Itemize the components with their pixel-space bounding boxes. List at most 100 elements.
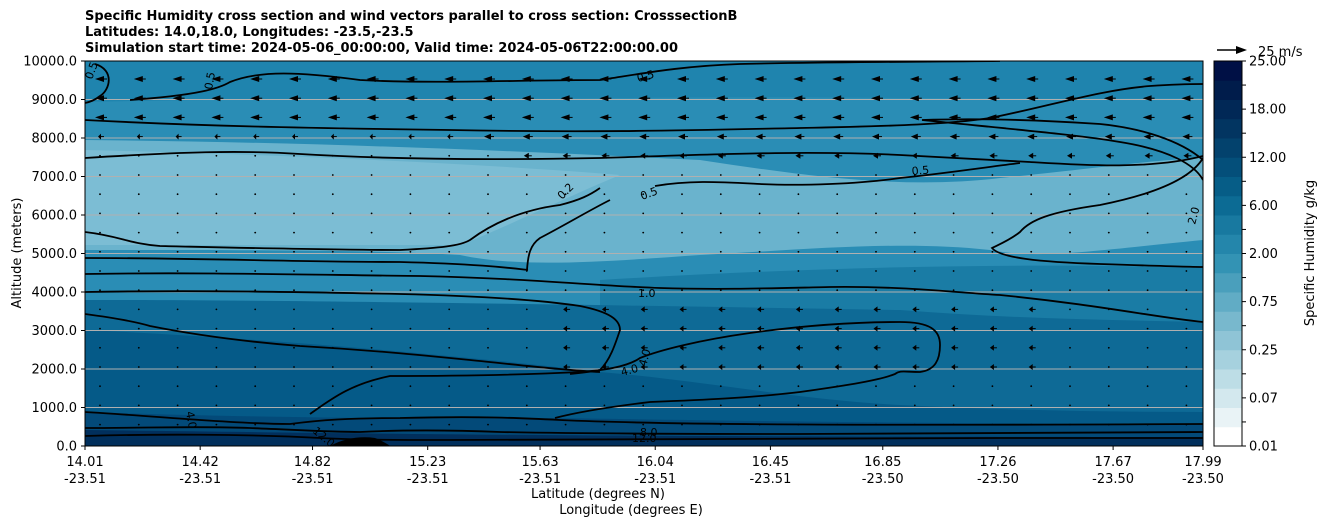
wind-arrow-dot — [836, 289, 839, 292]
wind-arrow — [522, 133, 530, 140]
chart-title: Specific Humidity cross section and wind… — [85, 9, 737, 57]
wind-arrow-dot — [215, 212, 218, 215]
contour-line-0-2 — [85, 187, 601, 251]
wind-arrow-dot — [525, 366, 528, 368]
wind-arrow-dot — [797, 423, 800, 426]
wind-arrow-dot — [1107, 289, 1110, 292]
wind-arrow-dot — [681, 193, 683, 196]
wind-arrow — [754, 114, 764, 121]
wind-arrow — [601, 344, 606, 351]
wind-arrow-dot — [642, 289, 645, 292]
wind-arrow-dot — [331, 423, 334, 426]
wind-arrow-dot — [525, 423, 528, 426]
contour-line-0-5-hook — [526, 199, 611, 271]
wind-arrow — [989, 344, 994, 351]
x-tick-label-lat: 14.01 — [66, 455, 103, 470]
colorbar-swatch — [1214, 388, 1242, 408]
wind-arrow — [871, 95, 880, 102]
wind-arrow — [909, 95, 919, 102]
contour-lines — [85, 61, 1203, 441]
wind-arrow-dot — [758, 270, 761, 272]
colorbar-swatch — [1214, 215, 1242, 235]
wind-arrow-dot — [1069, 366, 1071, 368]
wind-arrow-dot — [487, 212, 489, 215]
wind-arrow-dot — [564, 212, 567, 215]
wind-arrow-dot — [331, 327, 334, 330]
wind-arrow-dot — [525, 174, 528, 176]
wind-arrow-dot — [137, 346, 140, 349]
wind-arrow-dot — [642, 404, 645, 407]
wind-arrow — [795, 306, 800, 313]
x-tick-label-lon: -23.51 — [292, 472, 334, 487]
wind-arrow — [211, 114, 221, 121]
wind-arrow — [405, 76, 415, 82]
wind-arrow-dot — [1146, 270, 1149, 272]
wind-arrow — [483, 95, 492, 102]
wind-arrow-dot — [564, 193, 567, 196]
contour-label: 4.0 — [619, 362, 639, 379]
wind-arrow-dot — [525, 270, 528, 272]
x-tick-label-lon: -23.50 — [977, 472, 1019, 487]
contour-label: 0.5 — [639, 185, 660, 203]
wind-arrow — [521, 114, 531, 121]
wind-arrow-dot — [487, 193, 489, 196]
wind-arrow — [292, 133, 295, 140]
wind-arrow-dot — [137, 423, 140, 426]
wind-arrow-dot — [254, 231, 257, 234]
wind-arrow-dot — [564, 423, 567, 426]
wind-arrow — [1026, 114, 1036, 121]
wind-arrow — [600, 133, 608, 140]
wind-arrow-dot — [176, 193, 179, 196]
wind-arrow — [327, 95, 337, 102]
wind-arrow-dot — [176, 385, 179, 388]
wind-arrow — [250, 95, 260, 102]
wind-arrow-dot — [719, 174, 722, 176]
wind-arrow-dot — [487, 154, 489, 157]
wind-arrow-dot — [1185, 193, 1188, 196]
wind-arrow-dot — [1069, 423, 1071, 426]
wind-arrow-dot — [1146, 423, 1149, 426]
wind-arrow-dot — [448, 231, 451, 234]
wind-arrow-dot — [293, 308, 295, 311]
wind-arrow-dot — [603, 250, 606, 253]
wind-arrow-dot — [176, 270, 179, 272]
wind-arrow-dot — [99, 154, 101, 157]
wind-arrow — [871, 114, 880, 121]
wind-arrow-dot — [1107, 423, 1110, 426]
wind-arrow-dot — [137, 212, 140, 215]
wind-arrow-dot — [1069, 212, 1071, 215]
wind-arrow-dot — [1069, 327, 1071, 330]
wind-arrow-dot — [448, 270, 451, 272]
wind-arrow — [405, 95, 415, 102]
wind-arrow — [560, 95, 570, 102]
wind-arrow-dot — [176, 404, 179, 407]
quiver-key-arrow-head — [1236, 46, 1247, 54]
wind-arrow — [95, 76, 104, 82]
wind-arrow-dot — [1146, 193, 1149, 196]
wind-arrow — [717, 152, 723, 159]
wind-arrow-dot — [370, 270, 373, 272]
wind-arrow-dot — [254, 308, 257, 311]
wind-arrow — [987, 95, 997, 102]
wind-arrow-dot — [1185, 270, 1188, 272]
y-axis: 0.0 1000.0 2000.0 3000.0 4000.0 5000.0 6000.0 7… — [23, 55, 85, 455]
wind-arrow — [872, 133, 879, 140]
x-tick-label-lat: 15.63 — [521, 455, 558, 470]
wind-arrow — [912, 306, 917, 313]
wind-arrow — [133, 114, 143, 121]
wind-arrow-dot — [293, 289, 295, 292]
wind-arrow-dot — [836, 404, 839, 407]
wind-arrow-dot — [293, 250, 295, 253]
wind-arrow-dot — [1030, 289, 1033, 292]
wind-arrow — [601, 306, 606, 313]
wind-arrow-dot — [681, 231, 683, 234]
wind-arrow-dot — [719, 423, 722, 426]
wind-arrow-dot — [1107, 327, 1110, 330]
x-tick-label-lat: 17.67 — [1095, 455, 1132, 470]
wind-vectors — [95, 76, 1194, 426]
wind-arrow — [794, 133, 802, 140]
wind-arrow — [1065, 114, 1074, 121]
wind-arrow-dot — [448, 366, 451, 368]
wind-arrow — [912, 344, 917, 351]
wind-arrow-dot — [137, 327, 140, 330]
